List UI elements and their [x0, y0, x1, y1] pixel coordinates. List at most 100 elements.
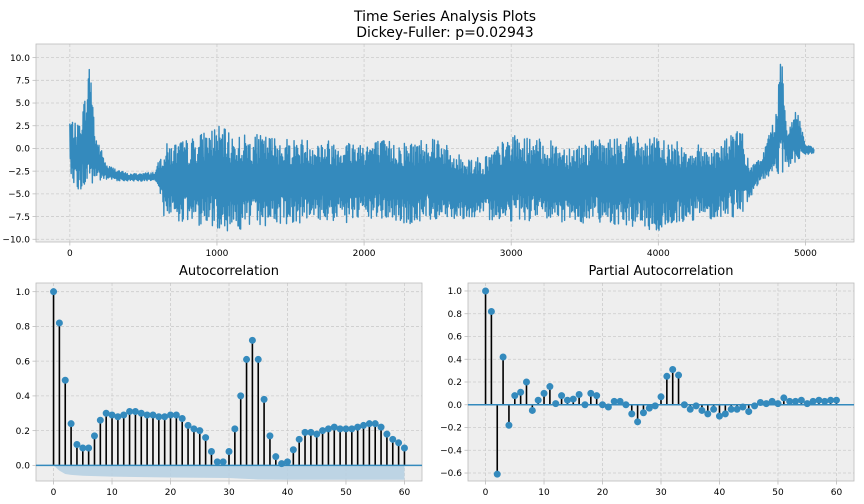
- pacf-marker: [721, 410, 729, 418]
- timeseries-frame: [35, 43, 855, 243]
- pacf-marker: [604, 403, 612, 411]
- pacf-xtick-label: 40: [714, 488, 726, 498]
- pacf-marker: [827, 396, 835, 404]
- acf-plot: 0 10 20 30 40 50 60 0.0 0.2 0.4 0.6 0.8 1.0 Autocorre…: [16, 264, 423, 498]
- acf-marker: [55, 319, 63, 327]
- acf-marker: [324, 425, 332, 433]
- acf-marker: [354, 423, 362, 431]
- acf-marker: [90, 432, 98, 440]
- acf-marker: [248, 336, 256, 344]
- acf-ytick-label: 0.2: [16, 427, 30, 437]
- pacf-marker: [669, 365, 677, 373]
- pacf-marker: [622, 401, 630, 409]
- acf-marker: [184, 421, 192, 429]
- timeseries-xtick-label: 0: [67, 249, 73, 259]
- pacf-marker: [686, 405, 694, 413]
- acf-marker: [383, 430, 391, 438]
- pacf-marker: [505, 421, 513, 429]
- pacf-marker: [675, 371, 683, 379]
- timeseries-ytick-label: 2.5: [16, 122, 30, 132]
- acf-marker: [336, 425, 344, 433]
- pacf-xtick-label: 0: [483, 488, 489, 498]
- pacf-xtick-label: 20: [597, 488, 609, 498]
- acf-marker: [102, 409, 110, 417]
- timeseries-ytick-label: 10.0: [10, 54, 30, 64]
- pacf-marker: [616, 397, 624, 405]
- pacf-marker: [762, 400, 770, 408]
- pacf-marker: [558, 392, 566, 400]
- pacf-marker: [487, 307, 495, 315]
- timeseries-xtick-label: 1000: [206, 249, 229, 259]
- timeseries-ytick-label: −7.5: [8, 213, 30, 223]
- pacf-marker: [587, 389, 595, 397]
- pacf-marker: [634, 418, 642, 426]
- acf-marker: [307, 428, 315, 436]
- timeseries-ytick-label: 5.0: [16, 99, 31, 109]
- figure-title: Time Series Analysis Plots: [353, 9, 537, 25]
- pacf-ytick-label: 1.0: [448, 287, 463, 297]
- pacf-ytick-label: 0.2: [448, 378, 462, 388]
- timeseries-xtick-label: 5000: [794, 249, 817, 259]
- acf-marker: [61, 376, 69, 384]
- pacf-marker: [751, 402, 759, 410]
- pacf-xtick-label: 60: [831, 488, 843, 498]
- acf-ytick-label: 0.6: [16, 357, 31, 367]
- acf-xtick-label: 60: [399, 488, 411, 498]
- pacf-marker: [797, 396, 805, 404]
- pacf-marker: [832, 396, 840, 404]
- acf-marker: [237, 392, 245, 400]
- pacf-marker: [815, 396, 823, 404]
- acf-marker: [389, 435, 397, 443]
- acf-marker: [213, 458, 221, 466]
- pacf-ytick-label: 0.8: [448, 310, 463, 320]
- pacf-marker: [657, 393, 665, 401]
- acf-marker: [79, 444, 87, 452]
- acf-marker: [301, 428, 309, 436]
- pacf-marker: [645, 404, 653, 412]
- acf-ytick-label: 0.8: [16, 323, 31, 333]
- acf-marker: [207, 447, 215, 455]
- pacf-marker: [739, 403, 747, 411]
- pacf-marker: [575, 391, 583, 399]
- pacf-xtick-label: 50: [772, 488, 784, 498]
- acf-marker: [161, 413, 169, 421]
- pacf-marker: [774, 400, 782, 408]
- acf-ytick-label: 0.0: [16, 462, 31, 472]
- acf-marker: [108, 411, 116, 419]
- acf-marker: [225, 447, 233, 455]
- acf-marker: [283, 458, 291, 466]
- pacf-marker: [733, 405, 741, 413]
- pacf-marker: [710, 405, 718, 413]
- pacf-marker: [680, 401, 688, 409]
- pacf-marker: [628, 410, 636, 418]
- pacf-marker: [821, 397, 829, 405]
- acf-marker: [377, 423, 385, 431]
- pacf-marker: [581, 401, 589, 409]
- acf-marker: [360, 421, 368, 429]
- acf-title: Autocorrelation: [179, 264, 279, 279]
- pacf-ytick-label: −0.2: [440, 424, 462, 434]
- acf-marker: [149, 411, 157, 419]
- acf-marker: [371, 420, 379, 428]
- pacf-marker: [786, 397, 794, 405]
- acf-marker: [365, 420, 373, 428]
- acf-frame: [35, 282, 423, 482]
- pacf-marker: [552, 400, 560, 408]
- pacf-marker: [803, 400, 811, 408]
- acf-marker: [172, 411, 180, 419]
- acf-marker: [67, 420, 75, 428]
- timeseries-line: [69, 63, 815, 232]
- timeseries-ytick-label: 7.5: [16, 77, 30, 87]
- pacf-marker: [493, 470, 501, 478]
- figure-subtitle: Dickey-Fuller: p=0.02943: [356, 25, 534, 41]
- pacf-ytick-label: 0.4: [448, 355, 463, 365]
- timeseries-ytick-label: −10.0: [2, 235, 30, 245]
- pacf-marker: [522, 378, 530, 386]
- acf-marker: [178, 414, 186, 422]
- pacf-marker: [610, 397, 618, 405]
- pacf-marker: [517, 388, 525, 396]
- pacf-marker: [528, 406, 536, 414]
- acf-marker: [272, 453, 280, 461]
- pacf-marker: [563, 396, 571, 404]
- acf-marker: [202, 434, 210, 442]
